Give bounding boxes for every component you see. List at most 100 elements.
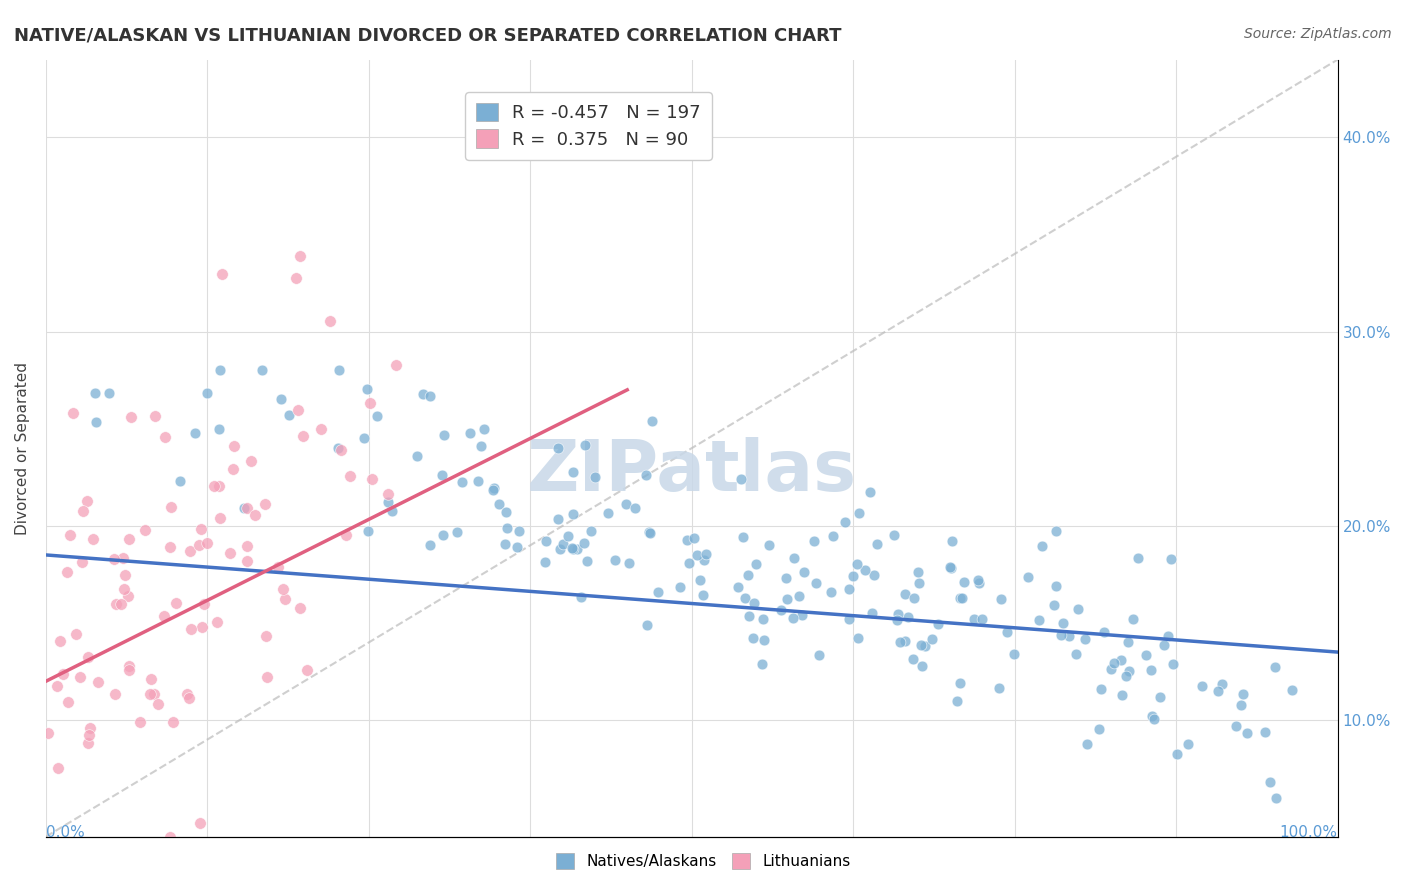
Point	[430, 468, 453, 483]
Point	[353, 431, 375, 445]
Point	[1052, 615, 1074, 630]
Point	[950, 591, 973, 605]
Point	[381, 504, 404, 518]
Point	[967, 576, 990, 591]
Point	[114, 567, 136, 582]
Point	[1042, 598, 1064, 612]
Point	[614, 497, 637, 511]
Point	[1143, 712, 1166, 726]
Point	[636, 468, 658, 483]
Point	[254, 497, 277, 511]
Point	[803, 534, 825, 549]
Point	[159, 500, 181, 514]
Point	[256, 670, 278, 684]
Point	[547, 512, 569, 526]
Point	[769, 603, 792, 617]
Point	[506, 540, 529, 554]
Point	[1116, 634, 1139, 648]
Point	[319, 314, 342, 328]
Point	[908, 576, 931, 591]
Point	[143, 409, 166, 423]
Point	[187, 538, 209, 552]
Point	[953, 575, 976, 590]
Point	[134, 523, 156, 537]
Point	[328, 363, 350, 377]
Point	[1177, 737, 1199, 751]
Point	[1157, 629, 1180, 643]
Point	[451, 475, 474, 490]
Point	[583, 470, 606, 484]
Point	[62, 406, 84, 420]
Point	[51, 667, 73, 681]
Point	[77, 650, 100, 665]
Point	[1064, 647, 1087, 661]
Point	[361, 472, 384, 486]
Point	[561, 507, 583, 521]
Point	[887, 607, 910, 621]
Point	[949, 591, 972, 605]
Point	[339, 468, 361, 483]
Point	[139, 688, 162, 702]
Point	[894, 634, 917, 648]
Point	[69, 670, 91, 684]
Point	[1002, 647, 1025, 661]
Point	[243, 508, 266, 522]
Point	[356, 524, 378, 539]
Legend: R = -0.457   N = 197, R =  0.375   N = 90: R = -0.457 N = 197, R = 0.375 N = 90	[465, 92, 711, 160]
Point	[1140, 708, 1163, 723]
Point	[482, 481, 505, 495]
Point	[104, 687, 127, 701]
Point	[179, 544, 201, 558]
Point	[467, 474, 489, 488]
Point	[118, 532, 141, 546]
Point	[377, 487, 399, 501]
Point	[209, 511, 232, 525]
Point	[901, 652, 924, 666]
Point	[1236, 725, 1258, 739]
Point	[366, 409, 388, 423]
Point	[208, 422, 231, 436]
Point	[45, 679, 67, 693]
Text: 0.0%: 0.0%	[46, 825, 84, 840]
Point	[1254, 724, 1277, 739]
Point	[574, 438, 596, 452]
Point	[470, 439, 492, 453]
Point	[292, 428, 315, 442]
Point	[191, 620, 214, 634]
Point	[1161, 657, 1184, 672]
Point	[1049, 628, 1071, 642]
Point	[860, 606, 883, 620]
Point	[207, 479, 229, 493]
Point	[638, 525, 661, 540]
Point	[939, 561, 962, 575]
Point	[605, 553, 627, 567]
Point	[153, 609, 176, 624]
Legend: Natives/Alaskans, Lithuanians: Natives/Alaskans, Lithuanians	[550, 847, 856, 875]
Point	[446, 524, 468, 539]
Point	[846, 632, 869, 646]
Point	[273, 582, 295, 597]
Point	[775, 572, 797, 586]
Point	[1088, 722, 1111, 736]
Point	[859, 485, 882, 500]
Point	[254, 630, 277, 644]
Point	[209, 363, 232, 377]
Point	[494, 537, 516, 551]
Point	[1126, 551, 1149, 566]
Point	[692, 588, 714, 602]
Point	[1225, 719, 1247, 733]
Point	[1045, 524, 1067, 538]
Point	[235, 539, 257, 553]
Point	[737, 568, 759, 582]
Point	[412, 387, 434, 401]
Point	[572, 535, 595, 549]
Point	[65, 627, 87, 641]
Point	[77, 728, 100, 742]
Point	[821, 529, 844, 543]
Point	[1258, 775, 1281, 789]
Text: Source: ZipAtlas.com: Source: ZipAtlas.com	[1244, 27, 1392, 41]
Point	[731, 530, 754, 544]
Point	[86, 415, 108, 429]
Point	[838, 612, 860, 626]
Point	[139, 672, 162, 686]
